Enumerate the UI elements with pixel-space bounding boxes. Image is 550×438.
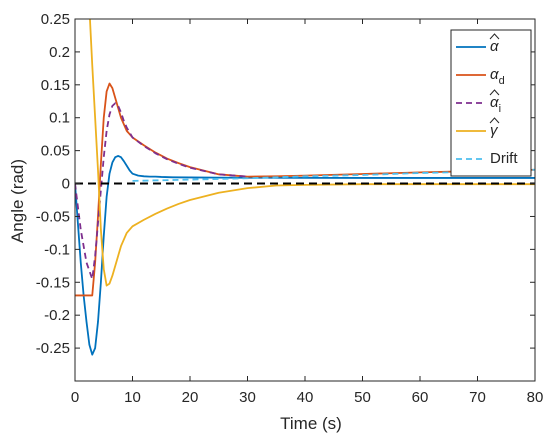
legend-label-alpha_d: αd bbox=[490, 66, 505, 87]
y-tick-label: 0.15 bbox=[41, 77, 70, 94]
legend: α αd αi γ Drift bbox=[450, 29, 532, 177]
legend-label-gamma_hat: γ bbox=[490, 122, 499, 139]
legend-box bbox=[450, 29, 532, 177]
y-tick-label: -0.15 bbox=[36, 274, 70, 291]
x-axis-label: Time (s) bbox=[280, 414, 342, 433]
series-line-alpha_hat bbox=[75, 154, 535, 356]
x-tick-label: 20 bbox=[182, 389, 199, 406]
x-tick-label: 0 bbox=[71, 389, 79, 406]
series-line-gamma_hat bbox=[89, 19, 535, 287]
y-tick-label: -0.2 bbox=[44, 307, 70, 324]
y-tick-label: 0.05 bbox=[41, 143, 70, 160]
x-tick-label: 60 bbox=[412, 389, 429, 406]
y-axis-label: Angle (rad) bbox=[8, 159, 27, 243]
x-tick-label: 10 bbox=[124, 389, 141, 406]
x-tick-label: 70 bbox=[469, 389, 486, 406]
axes-layer: 0 10 20 30 40 50 60 70 80 -0.25 -0.2 -0.15 -0.1 -0.05… bbox=[36, 11, 544, 406]
y-tick-label: -0.1 bbox=[44, 241, 70, 258]
x-tick-label: 30 bbox=[239, 389, 256, 406]
y-tick-label: 0.1 bbox=[49, 110, 70, 127]
x-tick-label: 80 bbox=[527, 389, 544, 406]
y-tick-label: -0.25 bbox=[36, 340, 70, 357]
y-tick-label: 0.2 bbox=[49, 44, 70, 61]
y-tick-label: 0 bbox=[62, 176, 70, 193]
x-tick-label: 50 bbox=[354, 389, 371, 406]
legend-label-alpha_i_hat: αi bbox=[490, 94, 501, 115]
y-tick-label: -0.05 bbox=[36, 208, 70, 225]
y-tick-label: 0.25 bbox=[41, 11, 70, 28]
legend-hat-alpha_i_hat bbox=[489, 89, 500, 96]
x-tick-label: 40 bbox=[297, 389, 314, 406]
legend-hat-gamma_hat bbox=[489, 117, 500, 124]
legend-label-alpha_hat: α bbox=[490, 38, 499, 55]
legend-hat-alpha_hat bbox=[489, 33, 500, 40]
legend-label-drift: Drift bbox=[490, 150, 518, 167]
